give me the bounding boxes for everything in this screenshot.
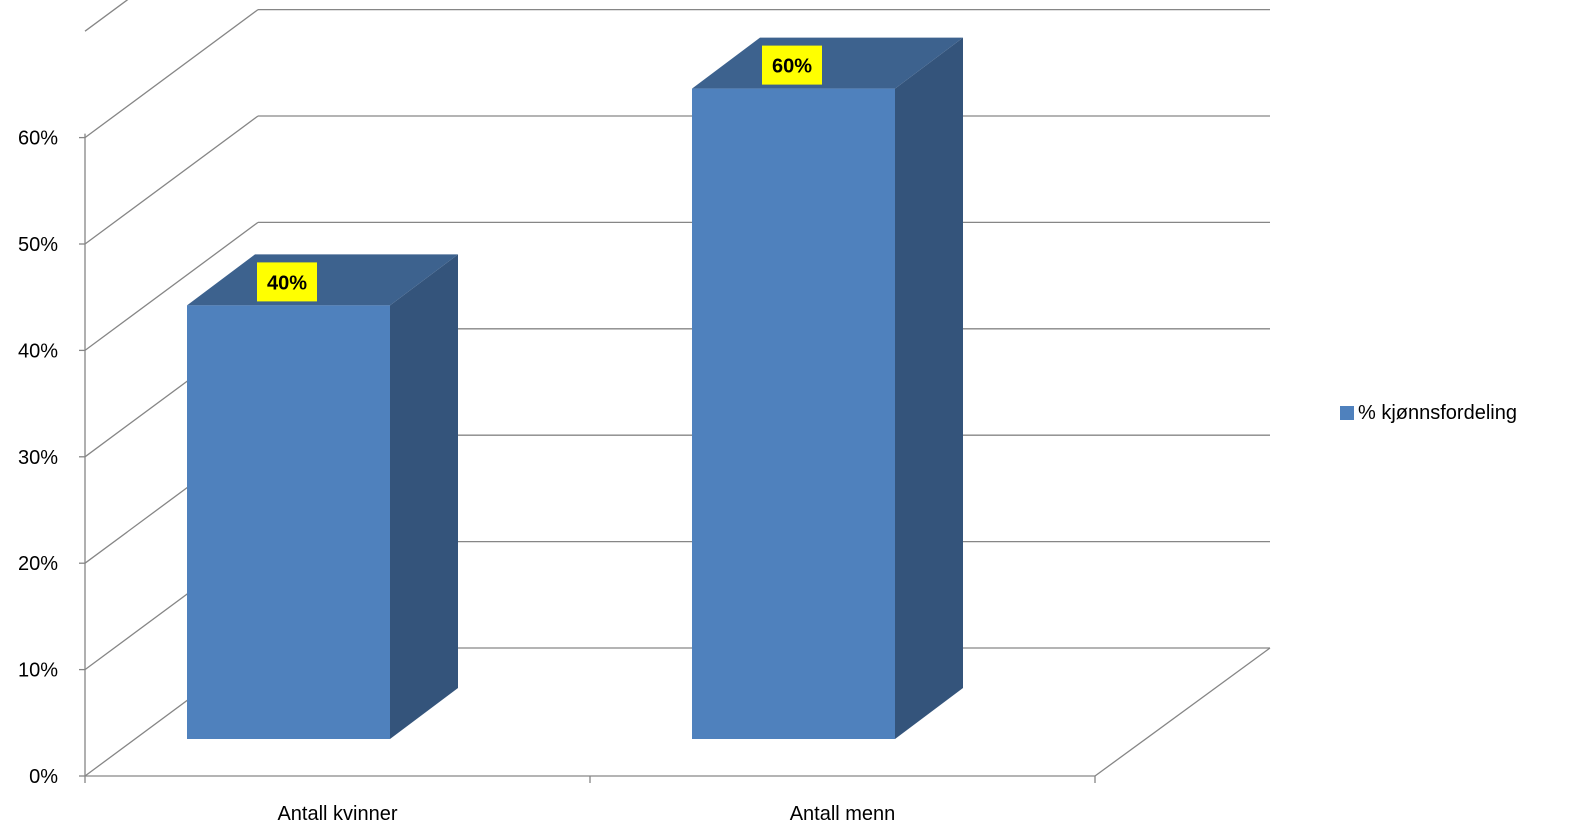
- bar-front-face: [692, 88, 895, 740]
- legend: % kjønnsfordeling: [1340, 402, 1517, 424]
- bar-top-face: [692, 37, 963, 89]
- data-label: 60%: [762, 45, 822, 85]
- axes: 0% 10% 20% 30% 40% 50% 60%: [18, 128, 1096, 788]
- x-tick-label: Antall kvinner: [277, 803, 397, 825]
- bars: [187, 37, 963, 740]
- wall-gridline: [84, 115, 259, 245]
- data-label-text: 60%: [772, 56, 812, 78]
- legend-swatch: [1340, 406, 1354, 420]
- y-tick-label: 60%: [18, 128, 58, 150]
- labels: 40% Antall kvinner 60% Antall menn: [257, 45, 896, 825]
- y-tick-label: 20%: [18, 553, 58, 575]
- data-label-text: 40%: [267, 272, 307, 294]
- legend-label: % kjønnsfordeling: [1358, 402, 1517, 424]
- y-tick-label: 50%: [18, 234, 58, 256]
- y-tick-label: 10%: [18, 660, 58, 682]
- bar-side-face: [390, 254, 458, 739]
- bar-top-face: [187, 254, 458, 306]
- y-tick-label: 0%: [29, 766, 58, 788]
- bar: [187, 254, 458, 739]
- wall-gridline: [84, 221, 259, 351]
- bar: [692, 37, 963, 740]
- wall-gridline: [84, 0, 129, 32]
- y-tick-label: 40%: [18, 340, 58, 362]
- x-tick-label: Antall menn: [790, 803, 896, 825]
- data-label-background: [762, 45, 822, 85]
- bar-front-face: [187, 305, 390, 739]
- data-label-background: [257, 262, 317, 302]
- bar-side-face: [895, 37, 963, 740]
- data-label: 40%: [257, 262, 317, 302]
- wall-gridline: [84, 9, 259, 139]
- floor-edge: [1094, 647, 1271, 777]
- y-tick-label: 30%: [18, 447, 58, 469]
